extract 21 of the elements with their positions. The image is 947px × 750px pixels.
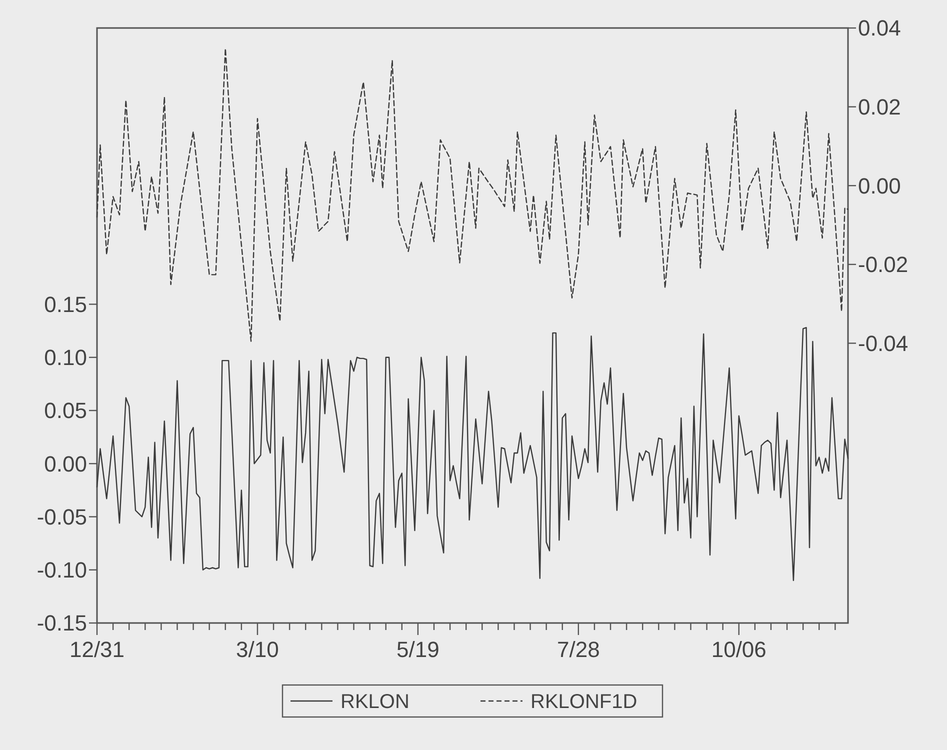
y2-tick-label: 0.02 xyxy=(858,94,901,120)
line-series xyxy=(96,48,849,342)
x-tick-label: 3/10 xyxy=(236,637,279,662)
x-tick-label: 12/31 xyxy=(69,637,125,662)
x-tick-label: 7/28 xyxy=(556,637,600,662)
y2-tick-label: -0.04 xyxy=(858,330,908,356)
y-tick-label: 0.10 xyxy=(44,345,87,370)
legend-label: RKLON xyxy=(340,691,410,713)
y2-tick-label: -0.02 xyxy=(858,252,908,278)
legend-label: RKLONF1D xyxy=(530,691,638,713)
y-tick-label: 0.05 xyxy=(44,398,87,424)
y-tick-label: 0.15 xyxy=(44,292,87,317)
y2-tick-label: 0.00 xyxy=(858,173,901,198)
y-tick-label: -0.15 xyxy=(36,610,87,636)
y-tick-label: -0.05 xyxy=(36,504,87,530)
x-tick-label: 10/06 xyxy=(711,637,766,662)
y2-tick-label: 0.04 xyxy=(858,16,901,41)
line-series xyxy=(96,327,849,582)
y-tick-label: 0.00 xyxy=(44,451,87,476)
x-tick-label: 5/19 xyxy=(396,637,440,662)
y-tick-label: -0.10 xyxy=(36,558,87,583)
